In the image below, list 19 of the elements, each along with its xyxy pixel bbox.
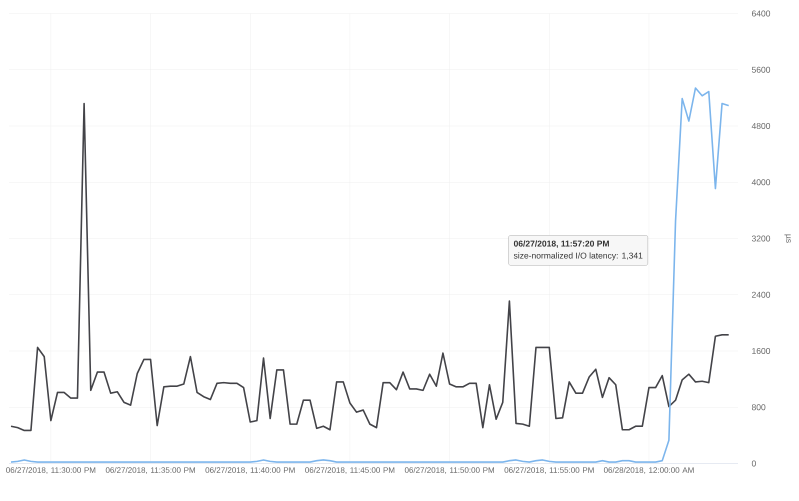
y-tick-label: 2400	[752, 292, 770, 298]
y-axis-title: µs	[784, 234, 791, 243]
y-tick-label: 3200	[752, 235, 770, 242]
y-tick-label: 1600	[752, 348, 770, 354]
x-tick-label: 06/28/2018, 12:00:00 AM	[604, 467, 694, 474]
y-tick-label: 0	[752, 460, 756, 467]
x-tick-label: 06/27/2018, 11:30:00 PM	[6, 467, 96, 474]
y-tick-label: 800	[752, 404, 766, 410]
y-tick-label: 4000	[752, 179, 770, 186]
y-tick-label: 4800	[752, 122, 770, 129]
y-tick-label: 5600	[752, 66, 770, 73]
x-tick-label: 06/27/2018, 11:45:00 PM	[305, 467, 394, 474]
x-tick-label: 06/27/2018, 11:35:00 PM	[106, 467, 195, 474]
annotation: 06/27/2018, 11:57:20 PM	[514, 240, 609, 248]
y-tick-label: 6400	[752, 10, 770, 16]
x-tick-label: 06/27/2018, 11:55:00 PM	[504, 467, 594, 474]
x-tick-label: 06/27/2018, 11:40:00 PM	[205, 467, 295, 474]
x-tick-label: 06/27/2018, 11:50:00 PM	[404, 467, 494, 474]
annotation: size-normalized I/O latency: 1,341	[514, 252, 642, 260]
